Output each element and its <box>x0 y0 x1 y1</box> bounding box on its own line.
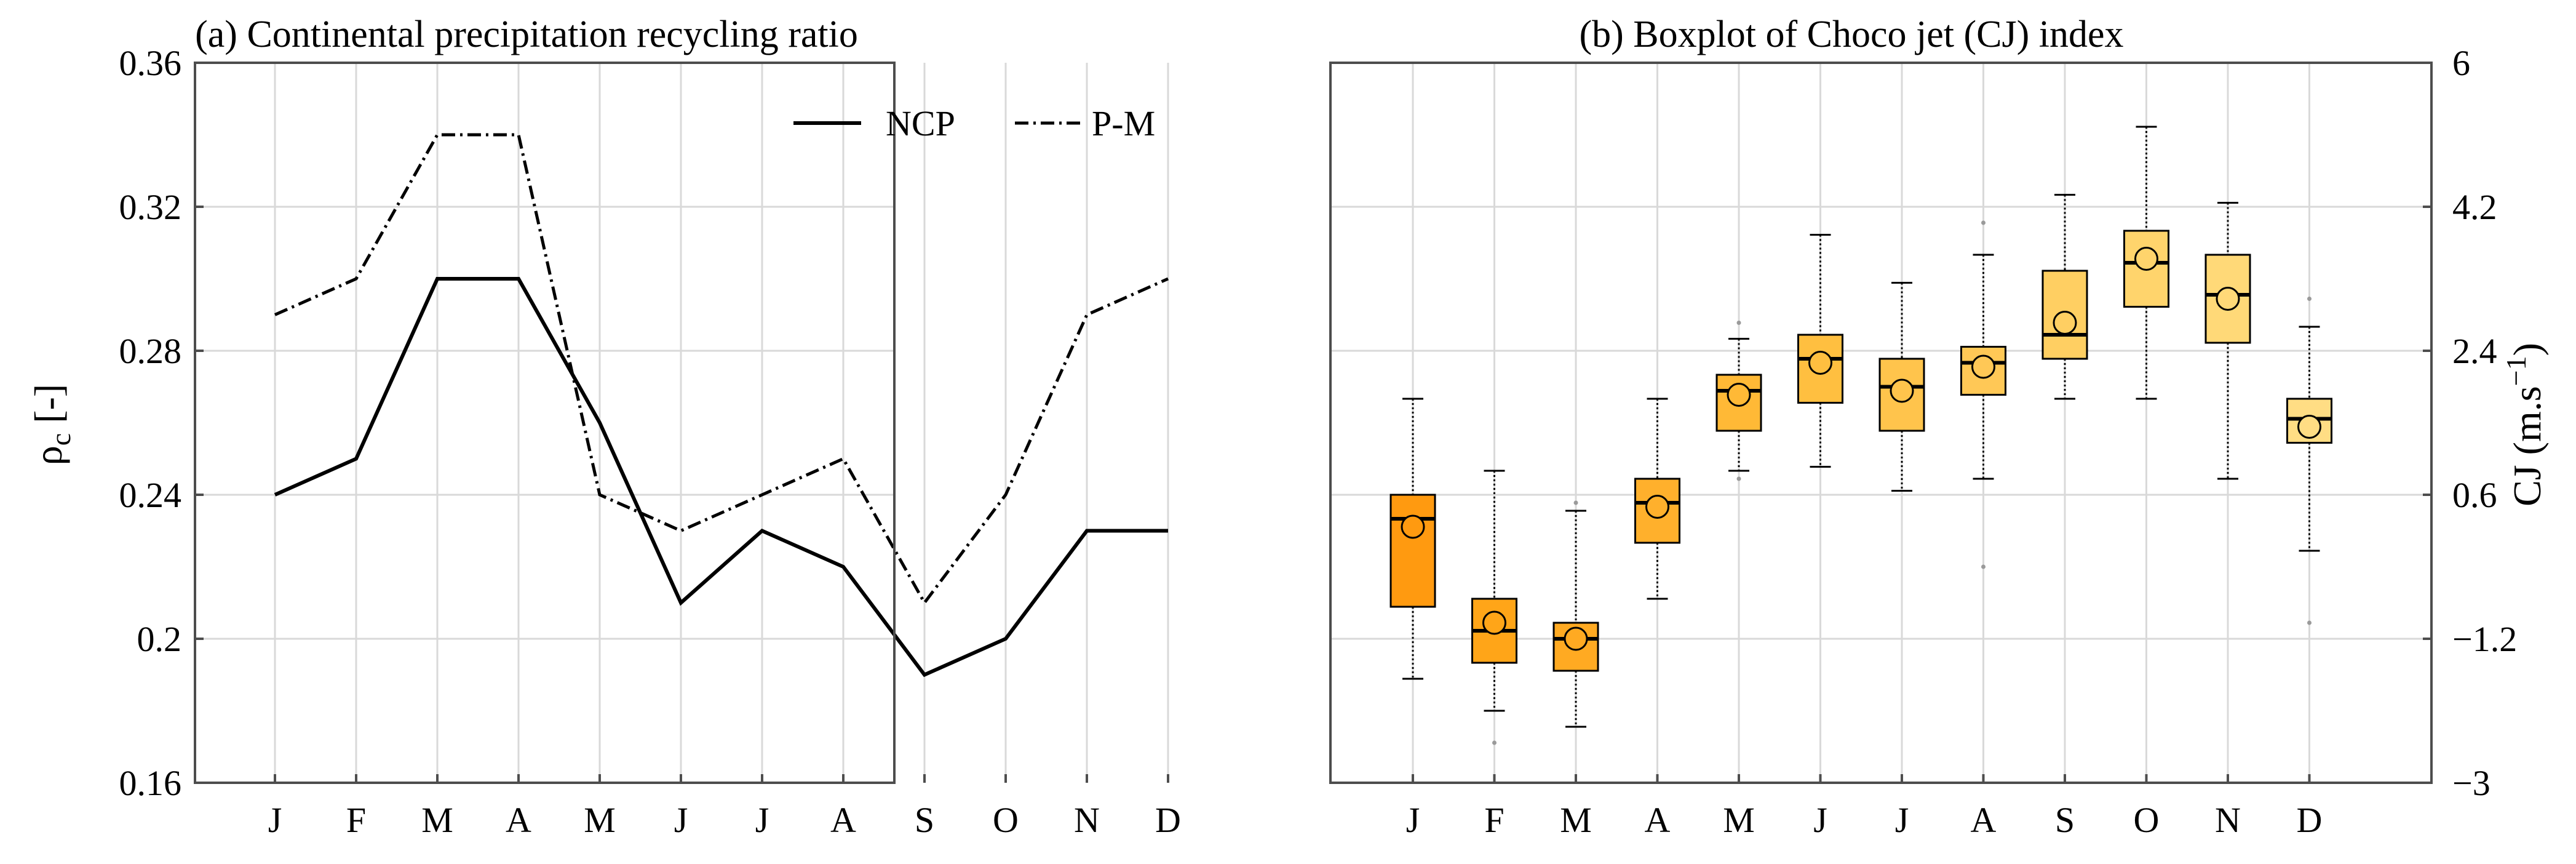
box-a-8 <box>1960 220 2006 569</box>
mean-marker <box>1482 610 1506 635</box>
x-tick-label: S <box>915 800 934 840</box>
outlier-point <box>1492 740 1497 745</box>
outlier-point <box>2307 620 2312 625</box>
panel-b-y-axis-label: CJ (m.s−1) <box>2500 343 2549 506</box>
panel-b-y-tick-labels: −3 −1.2 0.6 2.4 4.2 6 <box>2452 43 2517 803</box>
x-tick-label: A <box>830 800 856 840</box>
y-tick-label: −3 <box>2452 763 2491 803</box>
y-tick-label: 0.32 <box>119 187 182 227</box>
x-tick-label: O <box>2134 800 2160 840</box>
mean-marker <box>2297 415 2321 439</box>
panel-b-frame <box>1329 62 2433 784</box>
x-tick-label: J <box>1895 800 1909 840</box>
x-tick-label: M <box>421 800 453 840</box>
mean-marker <box>1808 351 1832 375</box>
box-m-3 <box>1552 500 1599 728</box>
x-tick-label: J <box>268 800 282 840</box>
y-tick-label: 4.2 <box>2452 187 2497 227</box>
x-tick-label: A <box>1645 800 1671 840</box>
mean-marker <box>1401 514 1425 539</box>
box-n-11 <box>2204 202 2251 480</box>
y-tick-label: 0.6 <box>2452 475 2497 515</box>
x-tick-label: M <box>1560 800 1592 840</box>
x-tick-label: F <box>346 800 366 840</box>
outlier-point <box>1981 220 1986 225</box>
outlier-point <box>1736 476 1741 481</box>
x-tick-label: D <box>2297 800 2323 840</box>
outlier-point <box>1981 564 1986 569</box>
mean-marker <box>1727 383 1751 407</box>
outlier-point <box>1736 321 1741 325</box>
x-tick-label: M <box>1723 800 1755 840</box>
box-d-12 <box>2286 297 2332 625</box>
x-tick-label: N <box>1074 800 1100 840</box>
y-tick-label: 6 <box>2452 43 2470 83</box>
box-o-10 <box>2123 126 2169 400</box>
mean-marker <box>2053 311 2077 335</box>
x-tick-label: M <box>584 800 616 840</box>
y-tick-label: 0.36 <box>119 43 182 83</box>
mean-marker <box>1645 495 1669 519</box>
x-tick-label: F <box>1484 800 1504 840</box>
x-tick-label: S <box>2055 800 2075 840</box>
series-line-p-m <box>274 133 1169 606</box>
panel-b-choco-jet-boxplot: (b) Boxplot of Choco jet (CJ) index −3 −1… <box>1329 14 2549 840</box>
series-line-ncp <box>274 277 1168 678</box>
box-a-4 <box>1634 398 1680 600</box>
mean-marker <box>2216 287 2240 311</box>
panel-b-ticks <box>1412 62 2431 784</box>
panel-a-y-axis-label: ρc [-] <box>26 384 76 465</box>
box-j-7 <box>1878 282 1925 492</box>
box-j-6 <box>1797 234 1843 468</box>
outlier-point <box>1573 500 1578 505</box>
y-tick-label: 0.2 <box>137 619 182 659</box>
box-s-9 <box>2041 194 2088 400</box>
box-j-1 <box>1389 398 1436 680</box>
interquartile-box <box>2204 254 2251 344</box>
y-tick-label: 2.4 <box>2452 331 2497 371</box>
y-tick-label: 0.24 <box>119 475 182 515</box>
y-tick-label: 0.28 <box>119 331 182 371</box>
outlier-point <box>2307 297 2312 301</box>
x-tick-label: J <box>755 800 769 840</box>
x-tick-label: J <box>1813 800 1827 840</box>
panel-b-boxes <box>1389 126 2332 745</box>
x-tick-label: A <box>506 800 531 840</box>
panel-a-legend: NCP P-M <box>793 103 1155 143</box>
legend-ncp-label: NCP <box>886 103 955 143</box>
panel-a-gridlines <box>195 62 1169 784</box>
x-tick-label: J <box>1406 800 1420 840</box>
mean-marker <box>1564 626 1588 651</box>
panel-a-title: (a) Continental precipitation recycling … <box>195 14 858 55</box>
panel-a-series-lines <box>274 133 1169 678</box>
panel-a-recycling-ratio: (a) Continental precipitation recycling … <box>26 14 1181 840</box>
x-tick-label: J <box>674 800 688 840</box>
y-tick-label: −1.2 <box>2452 619 2517 659</box>
x-tick-label: A <box>1971 800 1997 840</box>
panel-a-ticks <box>195 62 1169 784</box>
mean-marker <box>2134 247 2158 271</box>
mean-marker <box>1971 354 1995 379</box>
box-f-2 <box>1471 470 1517 745</box>
legend-pm-label: P-M <box>1092 103 1155 143</box>
x-tick-label: O <box>993 800 1019 840</box>
panel-a-y-tick-labels: 0.16 0.2 0.24 0.28 0.32 0.36 <box>119 43 182 803</box>
x-tick-label: N <box>2215 800 2241 840</box>
y-tick-label: 0.16 <box>119 763 182 803</box>
box-m-5 <box>1715 321 1762 481</box>
x-tick-label: D <box>1155 800 1181 840</box>
interquartile-box <box>1389 494 1436 608</box>
mean-marker <box>1890 378 1914 403</box>
panel-a-frame <box>194 62 896 784</box>
panel-b-title: (b) Boxplot of Choco jet (CJ) index <box>1579 14 2123 55</box>
